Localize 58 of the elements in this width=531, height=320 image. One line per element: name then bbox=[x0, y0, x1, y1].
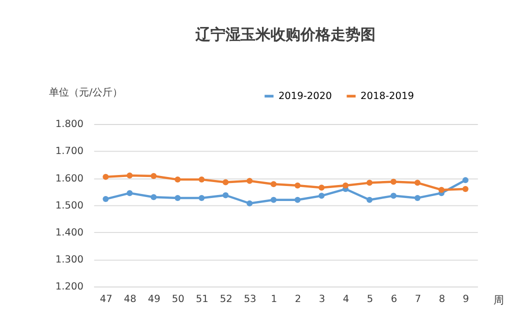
point bbox=[342, 182, 349, 188]
x-tick-label: 52 bbox=[220, 294, 232, 306]
x-tick-label: 8 bbox=[438, 294, 446, 306]
point bbox=[198, 194, 205, 201]
y-tick-label: 1.800 bbox=[55, 119, 84, 130]
point bbox=[150, 194, 157, 200]
x-tick-label: 9 bbox=[462, 294, 470, 306]
x-tick-label: 7 bbox=[414, 294, 422, 306]
x-tick-label: 53 bbox=[244, 294, 256, 306]
point bbox=[222, 179, 229, 186]
y-tick-label: 1.200 bbox=[55, 282, 84, 293]
x-axis-title: 周 bbox=[494, 293, 505, 306]
point bbox=[198, 176, 205, 183]
chart-title: 辽宁湿玉米收购价格走势图 bbox=[194, 25, 376, 44]
y-tick-label: 1.700 bbox=[55, 146, 84, 158]
legend-label: 2018-2019 bbox=[360, 90, 414, 102]
point bbox=[126, 172, 133, 178]
point bbox=[246, 200, 253, 206]
point bbox=[270, 196, 277, 203]
point bbox=[174, 194, 181, 201]
point bbox=[150, 173, 157, 180]
point bbox=[294, 182, 301, 188]
y-tick-label: 1.600 bbox=[55, 173, 84, 184]
legend-label: 2019-2020 bbox=[278, 90, 332, 102]
point bbox=[366, 196, 373, 203]
point bbox=[390, 178, 396, 185]
point bbox=[270, 181, 277, 188]
point bbox=[318, 192, 325, 199]
x-tick-label: 5 bbox=[366, 294, 374, 306]
x-tick-label: 47 bbox=[100, 294, 112, 306]
y-tick-label: 1.500 bbox=[55, 200, 84, 212]
x-tick-label: 1 bbox=[270, 294, 278, 306]
x-tick-label: 4 bbox=[342, 294, 350, 306]
point bbox=[414, 194, 420, 201]
x-tick-label: 48 bbox=[124, 294, 136, 306]
point bbox=[366, 180, 373, 186]
x-tick-label: 50 bbox=[172, 294, 184, 306]
point bbox=[390, 192, 396, 199]
point bbox=[294, 196, 301, 203]
x-tick-label: 49 bbox=[148, 294, 160, 306]
point bbox=[246, 178, 253, 184]
y-tick-label: 1.300 bbox=[55, 254, 84, 266]
point bbox=[462, 177, 468, 184]
x-tick-label: 3 bbox=[318, 294, 326, 306]
point bbox=[414, 180, 420, 186]
y-tick-label: 1.400 bbox=[55, 227, 84, 238]
x-tick-label: 51 bbox=[196, 294, 208, 306]
point bbox=[174, 176, 181, 183]
point bbox=[318, 184, 325, 191]
point bbox=[102, 196, 109, 202]
point bbox=[102, 174, 109, 180]
point bbox=[462, 186, 468, 192]
y-axis-title: 单位（元/公斤） bbox=[49, 86, 122, 98]
point bbox=[126, 190, 133, 196]
x-tick-label: 2 bbox=[294, 294, 302, 306]
point bbox=[222, 192, 229, 198]
point bbox=[438, 186, 444, 193]
x-tick-label: 6 bbox=[390, 294, 398, 306]
